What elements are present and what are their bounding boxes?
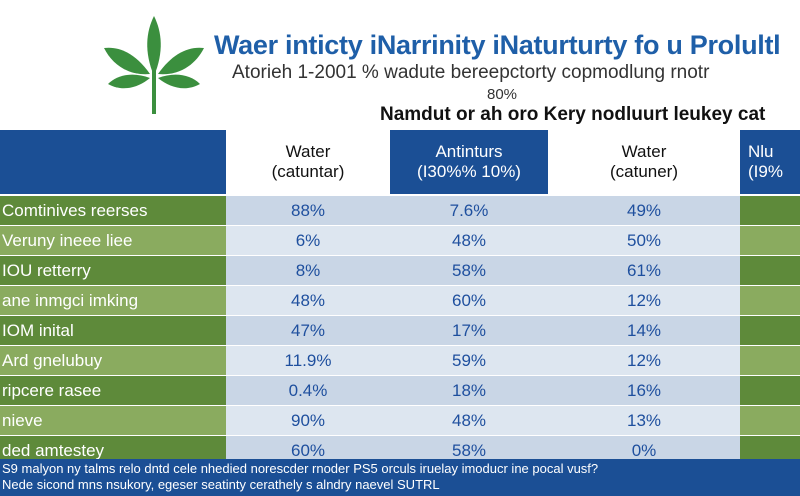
- table-cell: 14%: [548, 316, 740, 345]
- leaf-icon: [104, 16, 204, 114]
- row-label: ripcere rasee: [0, 376, 226, 405]
- column-header-2: Antinturs (I30%% 10%): [390, 130, 548, 194]
- column-header-1-line1: Water: [285, 142, 331, 161]
- table-cell: 11.9%: [226, 346, 390, 375]
- table-body: Comtinives reerses 88% 7.6% 49% Veruny i…: [0, 196, 800, 466]
- table-cell: [740, 346, 800, 375]
- column-header-1-line2: (catuntar): [271, 162, 345, 181]
- table-row: Veruny ineee liee 6% 48% 50%: [0, 226, 800, 256]
- table-cell: [740, 196, 800, 225]
- table-cell: 49%: [548, 196, 740, 225]
- row-label: ane inmgci imking: [0, 286, 226, 315]
- table-row: Comtinives reerses 88% 7.6% 49%: [0, 196, 800, 226]
- table-cell: 50%: [548, 226, 740, 255]
- table-cell: 17%: [390, 316, 548, 345]
- column-header-1: Water (catuntar): [226, 130, 390, 194]
- table-cell: 16%: [548, 376, 740, 405]
- table-row: ane inmgci imking 48% 60% 12%: [0, 286, 800, 316]
- table-heading: Namdut or ah oro Kery nodluurt leukey ca…: [380, 104, 766, 125]
- column-header-4-line1: Nlu: [748, 142, 774, 161]
- table-cell: 58%: [390, 256, 548, 285]
- footer-line-1: S9 malyon ny talms relo dntd cele nhedie…: [2, 461, 599, 476]
- table-cell: 7.6%: [390, 196, 548, 225]
- table-cell: [740, 226, 800, 255]
- table-row: Ard gnelubuy 11.9% 59% 12%: [0, 346, 800, 376]
- table-cell: 47%: [226, 316, 390, 345]
- row-label: Ard gnelubuy: [0, 346, 226, 375]
- subtitle-percentage: 80%: [487, 86, 518, 103]
- footer-line-2: Nede sicond mns nsukory, egeser seatinty…: [2, 477, 440, 492]
- column-header-3-line2: (catuner): [609, 162, 679, 181]
- table-cell: [740, 286, 800, 315]
- table-cell: 88%: [226, 196, 390, 225]
- table-cell: [740, 316, 800, 345]
- table-cell: 12%: [548, 346, 740, 375]
- table-cell: 59%: [390, 346, 548, 375]
- table-cell: 48%: [226, 286, 390, 315]
- table-row: nieve 90% 48% 13%: [0, 406, 800, 436]
- column-header-2-line2: (I30%% 10%): [417, 162, 521, 181]
- table-cell: 12%: [548, 286, 740, 315]
- table-row: IOU retterry 8% 58% 61%: [0, 256, 800, 286]
- header-label-cell: [0, 130, 226, 194]
- table-cell: 48%: [390, 226, 548, 255]
- row-label: Veruny ineee liee: [0, 226, 226, 255]
- table-cell: 0.4%: [226, 376, 390, 405]
- page-title: Waer inticty iNarrinity iNaturturty fo u…: [214, 30, 781, 60]
- table-cell: 61%: [548, 256, 740, 285]
- table-cell: 60%: [390, 286, 548, 315]
- table-row: ripcere rasee 0.4% 18% 16%: [0, 376, 800, 406]
- table-cell: 90%: [226, 406, 390, 435]
- column-header-3-line1: Water: [621, 142, 667, 161]
- table-cell: 6%: [226, 226, 390, 255]
- page-subtitle: Atorieh 1-2001 % wadute bereepctorty cop…: [232, 62, 710, 83]
- table-cell: 8%: [226, 256, 390, 285]
- column-header-2-line1: Antinturs: [435, 142, 503, 161]
- row-label: IOU retterry: [0, 256, 226, 285]
- table-cell: 13%: [548, 406, 740, 435]
- table-header-row: Water (catuntar) Antinturs (I30%% 10%) W…: [0, 130, 800, 194]
- table-cell: [740, 406, 800, 435]
- column-header-4-line2: (I9%: [748, 162, 783, 181]
- table-cell: 18%: [390, 376, 548, 405]
- table-cell: [740, 256, 800, 285]
- row-label: IOM inital: [0, 316, 226, 345]
- footer-note: S9 malyon ny talms relo dntd cele nhedie…: [0, 459, 800, 496]
- row-label: nieve: [0, 406, 226, 435]
- table-row: IOM inital 47% 17% 14%: [0, 316, 800, 346]
- row-label: Comtinives reerses: [0, 196, 226, 225]
- table-cell: 48%: [390, 406, 548, 435]
- column-header-4: Nlu (I9%: [740, 130, 800, 194]
- column-header-3: Water (catuner): [548, 130, 740, 194]
- table-cell: [740, 376, 800, 405]
